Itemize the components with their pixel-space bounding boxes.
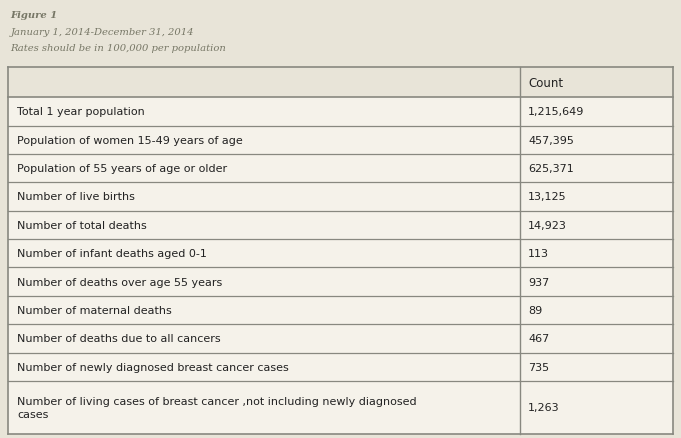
Text: 1,263: 1,263 <box>528 403 560 413</box>
Text: Number of newly diagnosed breast cancer cases: Number of newly diagnosed breast cancer … <box>17 362 289 372</box>
Text: 625,371: 625,371 <box>528 164 574 174</box>
Text: Population of 55 years of age or older: Population of 55 years of age or older <box>17 164 227 174</box>
Text: 13,125: 13,125 <box>528 192 567 202</box>
Text: January 1, 2014-December 31, 2014: January 1, 2014-December 31, 2014 <box>10 28 193 37</box>
Text: Number of live births: Number of live births <box>17 192 135 202</box>
Text: Count: Count <box>528 76 563 89</box>
Text: 937: 937 <box>528 277 550 287</box>
Bar <box>8 68 673 98</box>
Text: Number of total deaths: Number of total deaths <box>17 220 147 230</box>
Text: Number of deaths over age 55 years: Number of deaths over age 55 years <box>17 277 222 287</box>
Text: Total 1 year population: Total 1 year population <box>17 107 145 117</box>
Text: 735: 735 <box>528 362 550 372</box>
Text: 14,923: 14,923 <box>528 220 567 230</box>
Text: 457,395: 457,395 <box>528 135 574 145</box>
Text: Rates should be in 100,000 per population: Rates should be in 100,000 per populatio… <box>10 44 226 53</box>
Text: Figure 1: Figure 1 <box>10 11 57 20</box>
Text: 113: 113 <box>528 249 549 259</box>
Bar <box>8 68 673 434</box>
Text: Number of maternal deaths: Number of maternal deaths <box>17 305 172 315</box>
Text: 1,215,649: 1,215,649 <box>528 107 584 117</box>
Text: Number of deaths due to all cancers: Number of deaths due to all cancers <box>17 334 221 344</box>
Text: 467: 467 <box>528 334 550 344</box>
Text: Number of living cases of breast cancer ,not including newly diagnosed
cases: Number of living cases of breast cancer … <box>17 396 417 419</box>
Text: Number of infant deaths aged 0-1: Number of infant deaths aged 0-1 <box>17 249 207 259</box>
Text: Population of women 15-49 years of age: Population of women 15-49 years of age <box>17 135 242 145</box>
Text: 89: 89 <box>528 305 542 315</box>
